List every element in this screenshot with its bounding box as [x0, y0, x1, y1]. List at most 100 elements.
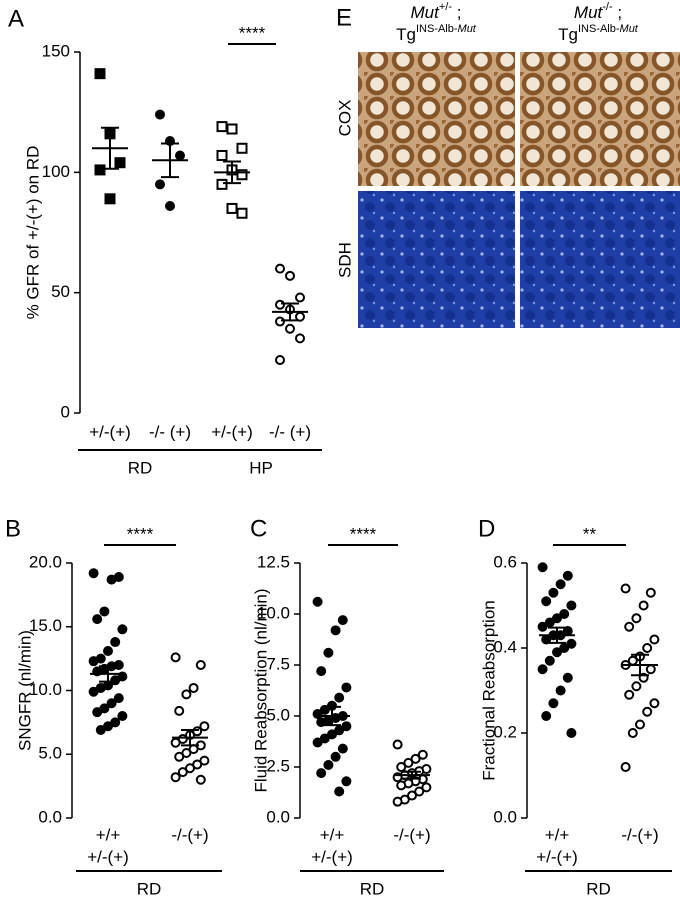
- data-point: [113, 693, 124, 704]
- y-axis-label: SNGFR (nl/min): [15, 630, 34, 751]
- data-point: [341, 682, 352, 693]
- data-point: [407, 790, 417, 801]
- y-tick-label: 0.0: [38, 807, 62, 826]
- data-point: [316, 717, 327, 728]
- data-point: [174, 705, 185, 716]
- data-point: [165, 201, 175, 212]
- data-point: [177, 767, 188, 778]
- data-point: [106, 574, 117, 585]
- data-point: [341, 721, 352, 732]
- data-point: [544, 617, 555, 628]
- data-point: [645, 587, 656, 598]
- y-tick-label: 2.5: [266, 756, 290, 775]
- x-tick-label: -/-(+): [171, 825, 208, 844]
- sem-bar: [101, 126, 119, 170]
- data-point: [216, 121, 228, 133]
- y-tick-label: 10.0: [257, 603, 290, 622]
- micrograph: [520, 191, 680, 328]
- data-point: [620, 762, 631, 772]
- data-point: [555, 685, 566, 696]
- data-point: [566, 600, 577, 611]
- data-point: [327, 729, 337, 740]
- sem-bar: [403, 770, 421, 780]
- significance-label: ****: [127, 524, 154, 543]
- data-point: [559, 609, 570, 619]
- y-tick-label: 0.0: [266, 807, 290, 826]
- data-point: [396, 762, 407, 772]
- data-point: [330, 625, 341, 636]
- data-point: [562, 570, 573, 581]
- data-point: [295, 292, 305, 303]
- data-point: [334, 725, 345, 736]
- data-point: [99, 606, 110, 617]
- data-point: [403, 757, 414, 768]
- data-point: [396, 780, 407, 791]
- y-tick-label: 0.0: [493, 807, 517, 826]
- data-point: [175, 150, 185, 161]
- column-header: TgINS-Alb-Mut: [396, 23, 477, 45]
- panel: B SNGFR (nl/min) 0.0 5.0 10.0 15.0 20.0 +/+ +/-(…: [5, 515, 222, 898]
- group-label: RD: [586, 879, 611, 898]
- data-point: [188, 682, 199, 693]
- data-point: [649, 634, 660, 645]
- sem-bar: [323, 705, 341, 727]
- data-point: [88, 568, 99, 579]
- panel-e: E Mut+/- ; TgINS-Alb-Mut Mut-/- ; TgINS-…: [335, 1, 680, 328]
- data-point: [312, 596, 323, 607]
- data-point: [319, 733, 330, 744]
- column-header: TgINS-Alb-Mut: [558, 23, 639, 45]
- data-point: [236, 142, 248, 154]
- data-point: [627, 728, 638, 738]
- data-point: [417, 749, 428, 760]
- data-point: [114, 157, 126, 169]
- group-label: RD: [137, 879, 162, 898]
- group-label: HP: [249, 458, 273, 477]
- data-point: [110, 637, 121, 648]
- data-point: [631, 613, 642, 624]
- sem-bar: [631, 653, 649, 677]
- data-point: [117, 624, 128, 635]
- data-point: [552, 647, 562, 658]
- data-point: [566, 728, 577, 738]
- x-tick-label: +/-(+): [311, 847, 353, 866]
- x-tick-label: +/-(+): [536, 847, 578, 866]
- sem-bar: [281, 302, 299, 322]
- data-point: [226, 202, 238, 214]
- group-label: RD: [360, 879, 385, 898]
- data-point: [117, 711, 128, 721]
- panel-label: D: [478, 515, 495, 542]
- panel-label: E: [336, 4, 352, 31]
- data-point: [642, 643, 653, 653]
- data-point: [88, 686, 99, 697]
- sem-bar: [548, 626, 566, 644]
- micrograph: [358, 191, 515, 328]
- data-point: [285, 270, 295, 281]
- panel-label: C: [250, 515, 267, 542]
- panel-label: B: [5, 515, 21, 542]
- y-axis-label: Fractional Reabsorption: [479, 600, 498, 780]
- x-tick-label: +/-(+): [89, 422, 131, 441]
- data-point: [170, 737, 181, 748]
- data-point: [537, 664, 548, 675]
- data-point: [195, 774, 206, 785]
- data-point: [88, 656, 99, 667]
- x-tick-label: -/- (+): [269, 422, 311, 441]
- data-point: [624, 621, 635, 632]
- y-tick-label: 0: [61, 402, 70, 421]
- data-point: [559, 643, 570, 653]
- x-tick-label: +/-(+): [211, 422, 253, 441]
- data-point: [552, 613, 562, 624]
- data-point: [95, 725, 106, 736]
- data-point: [316, 768, 327, 779]
- data-point: [649, 698, 660, 709]
- x-tick-label: +/+: [96, 825, 121, 844]
- data-point: [334, 692, 345, 703]
- data-point: [181, 689, 192, 700]
- y-tick-label: 150: [42, 41, 70, 60]
- data-point: [410, 753, 421, 764]
- data-point: [236, 169, 248, 181]
- significance-label: ****: [239, 23, 266, 42]
- data-point: [341, 776, 352, 787]
- data-point: [94, 68, 106, 80]
- data-point: [323, 647, 334, 658]
